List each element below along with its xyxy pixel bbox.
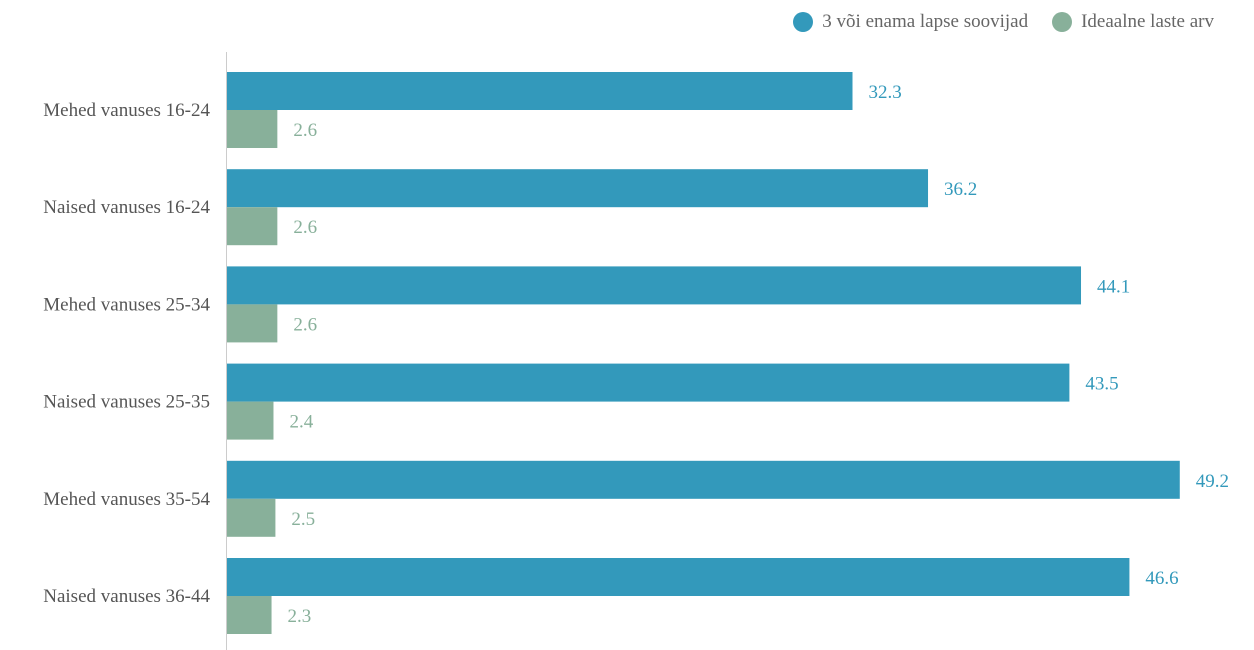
value-label-series-1: 36.2 (944, 179, 977, 200)
value-label-series-2: 2.4 (289, 412, 313, 433)
bar-series-1[interactable] (227, 72, 853, 110)
value-label-series-2: 2.5 (291, 509, 315, 530)
value-label-series-1: 46.6 (1145, 568, 1178, 589)
value-label-series-1: 43.5 (1085, 374, 1118, 395)
value-label-series-2: 2.6 (293, 217, 317, 238)
category-label: Mehed vanuses 25-34 (43, 294, 210, 315)
bars-group (227, 72, 1180, 634)
legend: 3 või enama lapse soovijad Ideaalne last… (769, 11, 1214, 33)
value-label-series-1: 32.3 (869, 82, 902, 103)
bar-series-2[interactable] (227, 110, 278, 148)
bar-series-1[interactable] (227, 363, 1070, 402)
bar-series-2[interactable] (227, 304, 278, 343)
value-label-series-2: 2.6 (293, 120, 317, 141)
category-label: Mehed vanuses 35-54 (43, 489, 210, 510)
legend-item-series-1[interactable]: 3 või enama lapse soovijad (793, 11, 1028, 33)
category-label: Naised vanuses 25-35 (43, 392, 210, 413)
value-label-series-1: 44.1 (1097, 276, 1130, 297)
legend-label-series-1: 3 või enama lapse soovijad (822, 11, 1029, 32)
category-label: Naised vanuses 16-24 (43, 197, 210, 218)
bar-series-1[interactable] (227, 460, 1180, 499)
bar-series-2[interactable] (227, 596, 272, 634)
legend-swatch-series-2 (1052, 12, 1073, 32)
value-label-series-2: 2.3 (288, 606, 312, 627)
legend-label-series-2: Ideaalne laste arv (1081, 11, 1214, 32)
legend-swatch-series-1 (793, 12, 814, 32)
bar-series-1[interactable] (227, 266, 1082, 305)
legend-item-series-2[interactable]: Ideaalne laste arv (1052, 11, 1214, 33)
category-label: Mehed vanuses 16-24 (43, 100, 210, 121)
bar-series-1[interactable] (227, 169, 929, 208)
bar-series-2[interactable] (227, 498, 276, 537)
value-label-series-1: 49.2 (1196, 471, 1229, 492)
bar-series-2[interactable] (227, 207, 278, 246)
bar-series-2[interactable] (227, 401, 274, 440)
value-label-series-2: 2.6 (293, 314, 317, 335)
bar-series-1[interactable] (227, 558, 1130, 596)
category-label: Naised vanuses 36-44 (43, 586, 210, 607)
labels-group: Mehed vanuses 16-24 32.3 2.6 Naised vanuses… (43, 82, 1229, 627)
